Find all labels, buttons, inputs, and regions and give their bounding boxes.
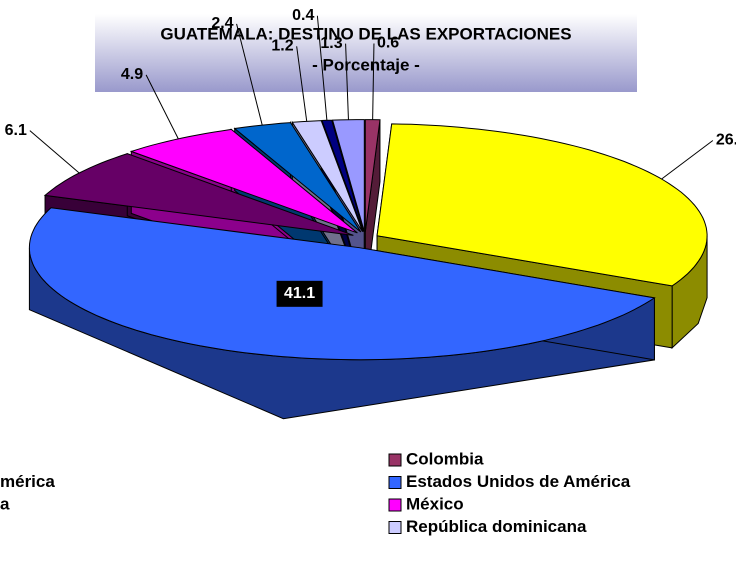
legend-label: Colombia — [406, 449, 484, 468]
data-label: 4.9 — [121, 66, 143, 83]
data-label: 41.1 — [284, 285, 315, 302]
data-label: 26.9 — [716, 132, 736, 149]
data-label: 6.1 — [5, 122, 27, 139]
legend-label: República dominicana — [406, 517, 587, 536]
slice — [28, 207, 656, 361]
leader-line — [296, 46, 308, 122]
data-label: 0.6 — [377, 35, 399, 52]
leader-line — [145, 74, 179, 140]
legend-swatch — [388, 521, 402, 534]
leader-line — [345, 43, 349, 120]
slice — [376, 123, 708, 287]
data-label: 2.4 — [211, 15, 233, 32]
leader-line — [661, 140, 714, 180]
slice — [43, 153, 354, 236]
leader-line — [29, 130, 80, 174]
legend-swatch — [388, 453, 402, 467]
label-bg — [276, 280, 323, 307]
data-label: 0.4 — [292, 7, 314, 24]
leader-line — [236, 23, 263, 126]
legend-label-clipped: mérica — [0, 472, 55, 491]
chart-title: GUATEMALA: DESTINO DE LAS EXPORTACIONES — [160, 24, 571, 43]
data-label: 1.2 — [271, 37, 293, 54]
data-label: 1.3 — [320, 35, 342, 52]
legend-swatch — [388, 498, 402, 512]
leader-line — [316, 15, 328, 121]
legend-label-clipped: a — [0, 494, 10, 513]
slice — [291, 120, 364, 232]
title-box — [95, 14, 637, 92]
legend-swatch — [388, 476, 402, 489]
leader-line — [372, 43, 375, 120]
legend-label: Estados Unidos de América — [406, 472, 631, 491]
legend-label: México — [406, 494, 464, 513]
chart-subtitle: - Porcentaje - — [312, 55, 420, 74]
